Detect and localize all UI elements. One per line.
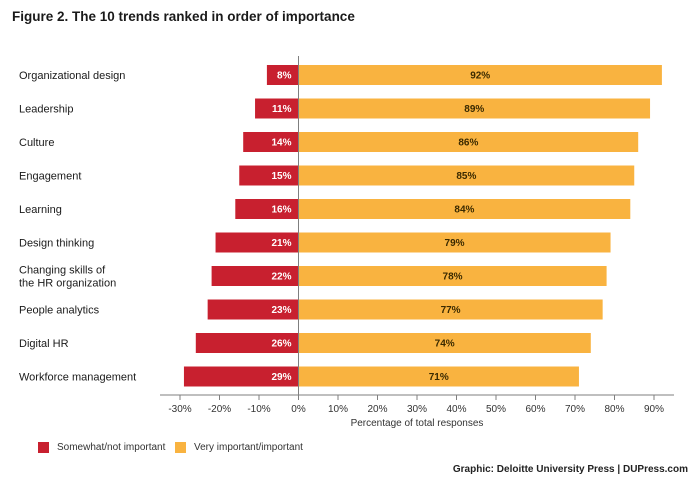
- bar-positive: [298, 366, 579, 387]
- data-label-positive: 92%: [470, 71, 490, 82]
- data-label-negative: 16%: [271, 205, 291, 216]
- data-label-negative: 11%: [272, 104, 292, 115]
- bar-negative: [235, 199, 299, 219]
- bar-negative: [183, 366, 299, 387]
- diverging-bar-chart: Organizational design 8% 92% Leadership 11% 8…: [19, 56, 674, 429]
- x-tick-label: 10%: [328, 404, 348, 415]
- x-axis-title: Percentage of total responses: [351, 418, 484, 429]
- bar-negative: [207, 299, 299, 320]
- figure-title: Figure 2. The 10 trends ranked in order …: [12, 9, 355, 24]
- data-label-positive: 77%: [441, 305, 461, 316]
- x-tick-label: -30%: [168, 404, 191, 415]
- data-label-negative: 8%: [277, 71, 292, 82]
- bar-negative: [195, 333, 299, 353]
- category-label: Digital HR: [19, 338, 69, 350]
- bar-negative: [266, 65, 299, 85]
- data-label-negative: 15%: [271, 171, 291, 182]
- x-tick-label: 30%: [407, 404, 427, 415]
- category-label: Organizational design: [19, 70, 125, 82]
- category-label: Learning: [19, 204, 62, 216]
- bar-negative: [239, 165, 299, 186]
- bar-positive: [298, 266, 607, 286]
- category-label: People analytics: [19, 305, 100, 317]
- category-label: Leadership: [19, 104, 73, 116]
- bar-positive: [298, 199, 631, 219]
- bar-negative: [215, 232, 299, 253]
- legend-swatch-positive: [175, 442, 186, 453]
- data-label-positive: 84%: [454, 205, 474, 216]
- x-tick-label: 70%: [565, 404, 585, 415]
- x-tick-label: 50%: [486, 404, 506, 415]
- x-tick-label: 0%: [291, 404, 306, 415]
- category-label: Engagement: [19, 171, 81, 183]
- legend-label-positive: Very important/important: [194, 442, 303, 453]
- data-label-negative: 29%: [271, 372, 291, 383]
- x-tick-label: 40%: [446, 404, 466, 415]
- data-label-positive: 79%: [445, 238, 465, 249]
- category-label: Design thinking: [19, 238, 94, 250]
- legend-swatch-negative: [38, 442, 49, 453]
- category-label: Culture: [19, 137, 54, 149]
- category-label: Workforce management: [19, 372, 136, 384]
- x-tick-label: 20%: [367, 404, 387, 415]
- category-label: Changing skills of the HR organization: [19, 265, 116, 290]
- data-label-positive: 89%: [464, 104, 484, 115]
- data-label-negative: 23%: [271, 305, 291, 316]
- x-tick-label: 60%: [525, 404, 545, 415]
- data-label-negative: 22%: [271, 272, 291, 283]
- bar-positive: [298, 232, 611, 253]
- bar-negative: [255, 98, 299, 119]
- legend-label-negative: Somewhat/not important: [57, 442, 166, 453]
- bar-positive: [298, 299, 603, 320]
- data-label-negative: 26%: [271, 339, 291, 350]
- data-label-positive: 86%: [458, 138, 478, 149]
- bar-negative: [243, 132, 299, 152]
- bar-negative: [211, 266, 299, 286]
- x-tick-label: 90%: [644, 404, 664, 415]
- bar-positive: [298, 165, 635, 186]
- x-tick-label: -10%: [247, 404, 270, 415]
- x-tick-label: -20%: [208, 404, 231, 415]
- bar-positive: [298, 333, 591, 353]
- data-label-positive: 74%: [435, 339, 455, 350]
- bar-positive: [298, 65, 662, 85]
- data-label-positive: 71%: [429, 372, 449, 383]
- source-credit: Graphic: Deloitte University Press | DUP…: [452, 464, 688, 475]
- data-label-negative: 14%: [271, 138, 291, 149]
- data-label-negative: 21%: [271, 238, 291, 249]
- x-tick-label: 80%: [604, 404, 624, 415]
- bar-positive: [298, 98, 651, 119]
- data-label-positive: 78%: [443, 272, 463, 283]
- data-label-positive: 85%: [456, 171, 476, 182]
- legend-item-positive: Very important/important: [175, 442, 303, 453]
- bar-positive: [298, 132, 639, 152]
- legend-item-negative: Somewhat/not important: [38, 442, 165, 453]
